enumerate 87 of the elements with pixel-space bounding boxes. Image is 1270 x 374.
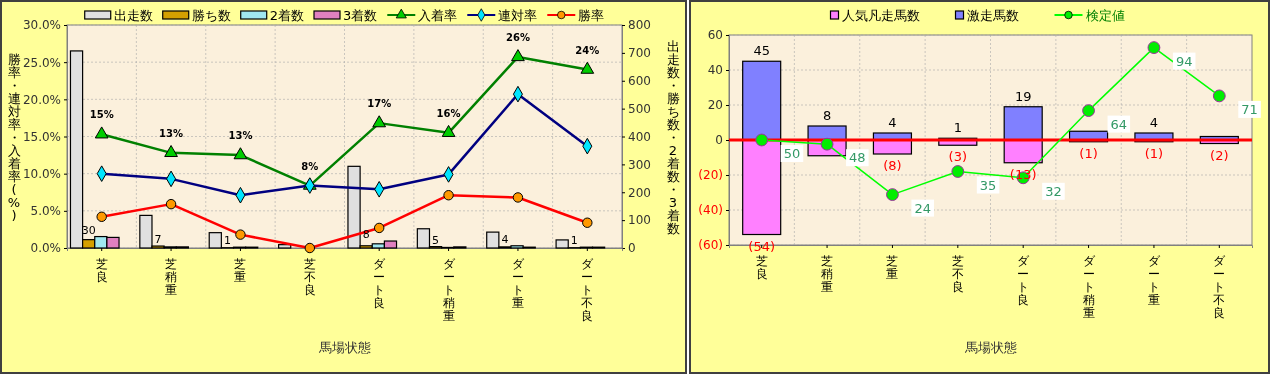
y2-tick-label: 600 — [628, 74, 651, 89]
legend-label: 人気凡走馬数 — [841, 8, 920, 23]
y-tick-label: 0.0% — [30, 241, 61, 256]
y2-tick-label: 0 — [628, 241, 636, 256]
x-tick-label: 芝不良 — [951, 254, 964, 294]
data-label: 94 — [1175, 53, 1193, 69]
data-label: 26% — [505, 31, 530, 43]
y-tick-label: 15.0% — [22, 129, 61, 144]
x-axis-title: 馬場状態 — [963, 340, 1017, 355]
data-label: 35 — [979, 177, 997, 193]
x-tick-label: 芝不良 — [303, 257, 316, 297]
y2-tick-label: 500 — [628, 101, 651, 116]
data-label: (2) — [1210, 147, 1229, 163]
data-label: (8) — [883, 158, 902, 173]
y2-tick-label: 700 — [628, 46, 651, 61]
legend-label: 勝率 — [578, 8, 605, 23]
text: 出走数・勝ち数・2着数・3着数 — [666, 38, 680, 236]
data-label: 7 — [154, 233, 162, 247]
data-label: 24 — [914, 200, 931, 216]
y2-tick-label: 300 — [628, 157, 651, 172]
data-label: 48 — [849, 150, 866, 166]
data-label: (1) — [1144, 145, 1164, 161]
data-label: 4 — [501, 232, 509, 246]
data-label: 5 — [432, 233, 440, 247]
data-label: 8% — [301, 160, 319, 172]
y-tick-label: 40 — [707, 63, 723, 78]
x-tick-label: 芝稍重 — [165, 257, 178, 297]
legend-label: 3着数 — [343, 8, 378, 23]
y2-tick-label: 200 — [628, 185, 651, 200]
x-tick-label: ダート良 — [1017, 254, 1031, 307]
data-label: (54) — [748, 238, 776, 254]
x-tick-label: ダート良 — [373, 257, 387, 310]
x-tick-label: 芝良 — [95, 257, 108, 284]
data-label: 1 — [953, 120, 962, 136]
x-tick-label: ダート稍重 — [1082, 254, 1096, 320]
data-label: 1 — [223, 234, 231, 248]
legend-label: 激走馬数 — [966, 8, 1019, 23]
data-label: 17% — [367, 98, 392, 110]
data-label: 4 — [888, 115, 897, 130]
data-label: 30 — [81, 223, 96, 237]
data-label: 71 — [1241, 101, 1258, 117]
data-label: 8 — [822, 108, 832, 123]
legend-label: 勝ち数 — [191, 8, 231, 23]
y2-tick-label: 100 — [628, 213, 651, 228]
y-tick-label: 20 — [707, 98, 723, 113]
x-tick-label: ダート不良 — [1213, 254, 1227, 320]
y-tick-label: (20) — [698, 168, 723, 183]
y2-tick-label: 800 — [628, 18, 651, 33]
x-tick-label: 芝稍重 — [821, 254, 834, 294]
x-tick-label: 芝重 — [234, 257, 247, 284]
y-tick-label: 25.0% — [22, 55, 61, 70]
data-label: 16% — [436, 107, 461, 119]
y-tick-label: (40) — [698, 203, 723, 218]
data-label: 13% — [228, 130, 253, 142]
x-tick-label: ダート重 — [1147, 254, 1161, 307]
data-label: 50 — [783, 146, 801, 161]
x-tick-label: ダート稍重 — [442, 257, 456, 323]
data-label: 32 — [1045, 183, 1062, 199]
y-tick-label: 20.0% — [22, 92, 61, 107]
data-label: 45 — [753, 43, 770, 59]
data-label: 15% — [89, 109, 114, 121]
y-tick-label: 5.0% — [30, 204, 61, 219]
text: 勝率・連対率・入着率(%) — [7, 51, 21, 223]
data-label: (1) — [1079, 145, 1098, 161]
x-tick-label: 芝良 — [755, 254, 768, 281]
y-tick-label: 60 — [707, 28, 723, 43]
data-label: 19 — [1014, 88, 1032, 104]
y-tick-label: 10.0% — [22, 167, 61, 182]
data-label: 13% — [159, 127, 184, 139]
legend-label: 2着数 — [269, 8, 304, 23]
data-label: (3) — [948, 149, 968, 165]
legend-label: 検定値 — [1085, 8, 1125, 23]
x-tick-label: ダート不良 — [581, 257, 595, 323]
x-axis-title: 馬場状態 — [317, 340, 371, 355]
y2-tick-label: 400 — [628, 129, 651, 144]
legend-label: 出走数 — [113, 8, 153, 23]
x-tick-label: ダート重 — [511, 257, 525, 310]
data-label: 1 — [570, 234, 578, 248]
legend-label: 連対率 — [498, 8, 538, 23]
data-label: 64 — [1110, 116, 1128, 132]
x-tick-label: 芝重 — [886, 254, 899, 281]
data-label: 24% — [575, 44, 600, 56]
data-label: 4 — [1149, 115, 1159, 130]
y-tick-label: 0 — [715, 133, 723, 148]
y-tick-label: 30.0% — [22, 18, 61, 33]
legend-label: 入着率 — [418, 8, 458, 23]
y-tick-label: (60) — [698, 238, 723, 253]
